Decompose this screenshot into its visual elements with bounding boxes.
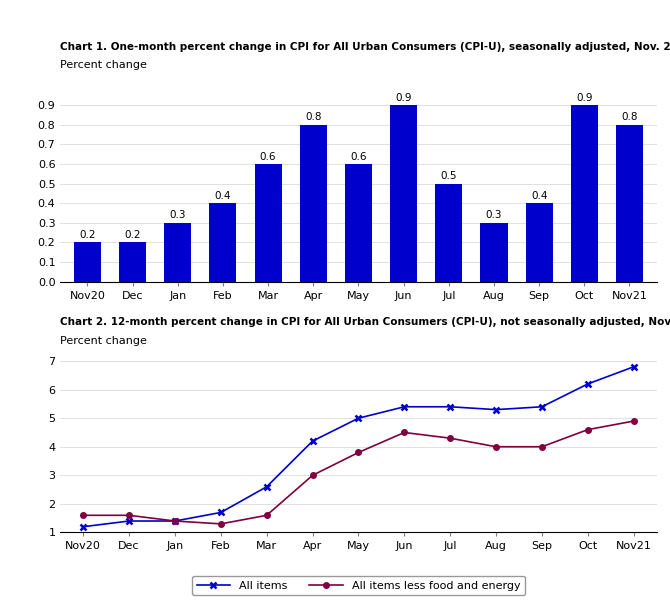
Text: 0.4: 0.4 bbox=[214, 191, 231, 201]
Line: All items: All items bbox=[80, 364, 637, 530]
All items bbox=[217, 509, 225, 516]
Text: 0.8: 0.8 bbox=[305, 113, 322, 122]
All items less food and energy bbox=[446, 435, 454, 442]
Bar bbox=[436, 184, 462, 282]
Text: 0.6: 0.6 bbox=[350, 152, 366, 162]
Text: 0.2: 0.2 bbox=[125, 230, 141, 240]
Text: Percent change: Percent change bbox=[60, 61, 147, 70]
Bar bbox=[210, 203, 237, 282]
All items less food and energy bbox=[309, 472, 317, 479]
All items less food and energy bbox=[538, 443, 546, 450]
All items less food and energy bbox=[492, 443, 500, 450]
Bar bbox=[616, 125, 643, 282]
All items bbox=[446, 403, 454, 411]
All items less food and energy bbox=[630, 417, 638, 425]
Text: 0.9: 0.9 bbox=[395, 93, 412, 103]
All items bbox=[125, 517, 133, 524]
Bar bbox=[164, 223, 192, 282]
All items bbox=[538, 403, 546, 411]
All items less food and energy bbox=[171, 517, 179, 524]
Bar bbox=[255, 164, 281, 282]
All items less food and energy bbox=[584, 426, 592, 433]
All items less food and energy bbox=[125, 512, 133, 519]
Bar bbox=[480, 223, 507, 282]
Text: 0.4: 0.4 bbox=[531, 191, 547, 201]
All items less food and energy bbox=[354, 449, 362, 456]
All items bbox=[309, 438, 317, 445]
All items bbox=[79, 523, 87, 531]
All items less food and energy bbox=[400, 429, 408, 436]
Text: 0.3: 0.3 bbox=[486, 211, 502, 220]
Legend: All items, All items less food and energy: All items, All items less food and energ… bbox=[192, 576, 525, 595]
All items less food and energy bbox=[79, 512, 87, 519]
Text: Chart 2. 12-month percent change in CPI for All Urban Consumers (CPI-U), not sea: Chart 2. 12-month percent change in CPI … bbox=[60, 318, 670, 327]
Text: 0.5: 0.5 bbox=[441, 171, 457, 181]
Text: 0.8: 0.8 bbox=[621, 113, 638, 122]
Bar bbox=[345, 164, 372, 282]
All items less food and energy bbox=[263, 512, 271, 519]
All items bbox=[263, 483, 271, 490]
Bar bbox=[119, 242, 146, 282]
All items bbox=[171, 517, 179, 524]
All items bbox=[492, 406, 500, 413]
Bar bbox=[299, 125, 327, 282]
All items bbox=[630, 363, 638, 370]
All items bbox=[584, 380, 592, 387]
Bar bbox=[571, 105, 598, 282]
Text: 0.3: 0.3 bbox=[170, 211, 186, 220]
Line: All items less food and energy: All items less food and energy bbox=[80, 418, 636, 527]
Text: Chart 1. One-month percent change in CPI for All Urban Consumers (CPI-U), season: Chart 1. One-month percent change in CPI… bbox=[60, 42, 670, 52]
Bar bbox=[74, 242, 101, 282]
All items bbox=[400, 403, 408, 411]
Text: 0.9: 0.9 bbox=[576, 93, 592, 103]
Bar bbox=[390, 105, 417, 282]
All items less food and energy bbox=[217, 520, 225, 528]
All items bbox=[354, 414, 362, 422]
Text: 0.2: 0.2 bbox=[79, 230, 96, 240]
Text: Percent change: Percent change bbox=[60, 336, 147, 346]
Text: 0.6: 0.6 bbox=[260, 152, 276, 162]
Bar bbox=[525, 203, 553, 282]
